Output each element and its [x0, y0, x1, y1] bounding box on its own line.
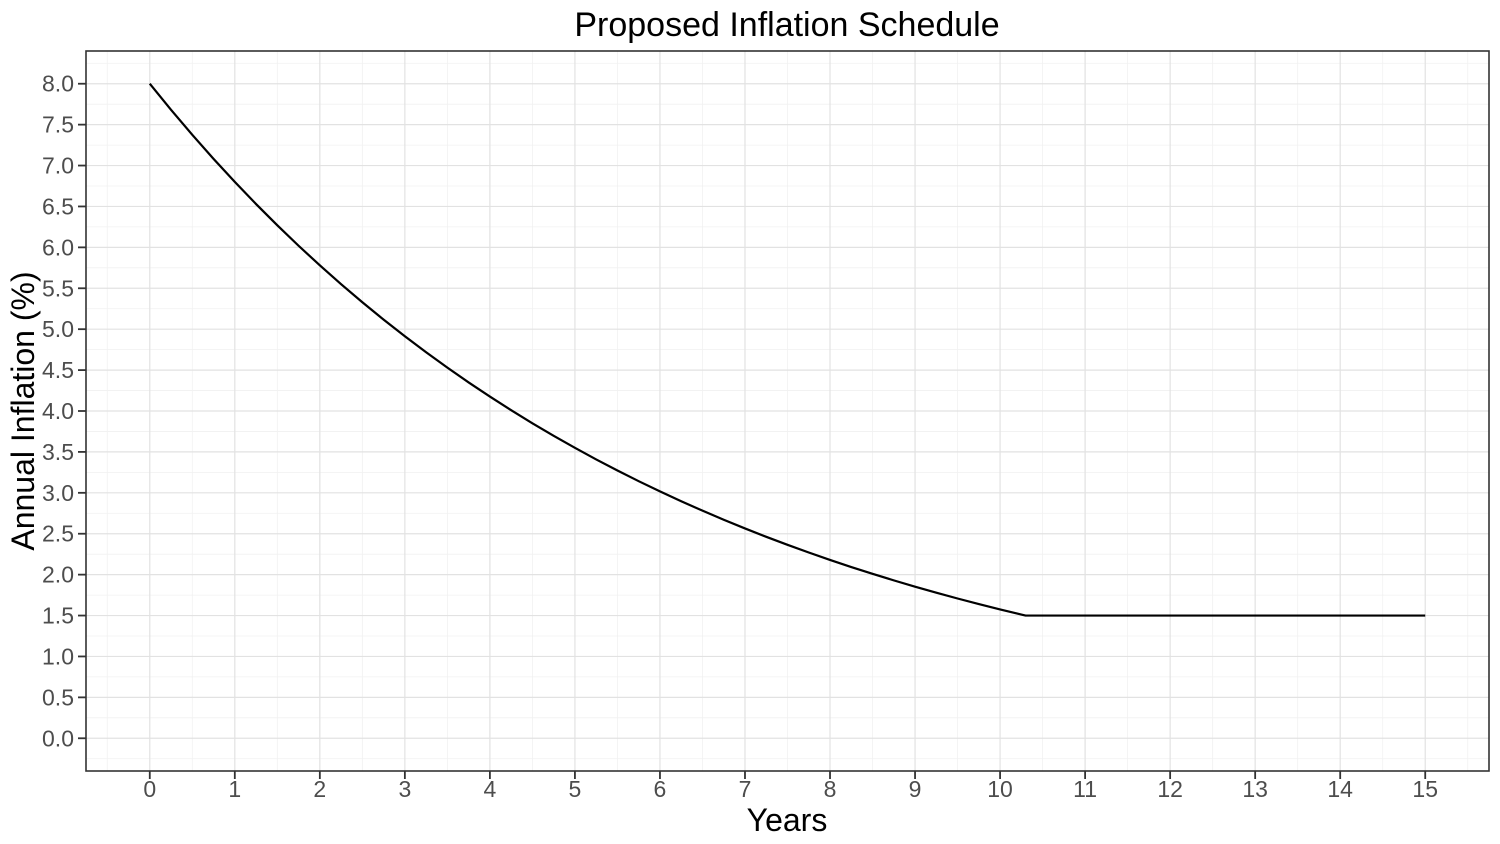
- tick-label: 0: [143, 776, 156, 802]
- tick-label: 0.5: [42, 684, 74, 710]
- tick-label: 9: [909, 776, 922, 802]
- tick-label: 1: [228, 776, 241, 802]
- tick-label: 6.5: [42, 193, 74, 219]
- x-axis-tick-labels: 0 1 2 3 4 5 6 7 8 9 10 11 12 13 14 15: [143, 776, 1438, 802]
- tick-label: 10: [987, 776, 1013, 802]
- tick-label: 15: [1412, 776, 1438, 802]
- tick-label: 7.0: [42, 153, 74, 179]
- tick-label: 0.0: [42, 725, 74, 751]
- tick-label: 14: [1327, 776, 1353, 802]
- tick-label: 3.5: [42, 439, 74, 465]
- tick-label: 4.0: [42, 398, 74, 424]
- tick-label: 5.5: [42, 275, 74, 301]
- tick-label: 3.0: [42, 480, 74, 506]
- tick-label: 13: [1242, 776, 1268, 802]
- tick-label: 2.5: [42, 521, 74, 547]
- y-axis-tick-labels: 0.0 0.5 1.0 1.5 2.0 2.5 3.0 3.5 4.0 4.5 5.0 5.5 6.0 6…: [42, 71, 74, 752]
- tick-label: 7.5: [42, 112, 74, 138]
- inflation-curve: [148, 83, 1426, 617]
- chart-title: Proposed Inflation Schedule: [574, 6, 999, 44]
- tick-label: 6: [654, 776, 667, 802]
- tick-label: 11: [1073, 776, 1097, 802]
- tick-label: 5: [569, 776, 582, 802]
- tick-label: 8.0: [42, 71, 74, 97]
- tick-label: 2.0: [42, 562, 74, 588]
- tick-label: 1.5: [42, 603, 74, 629]
- tick-label: 12: [1157, 776, 1183, 802]
- tick-label: 4: [483, 776, 496, 802]
- x-axis-label: Years: [747, 802, 828, 838]
- axis-tick-marks: [78, 82, 1427, 779]
- tick-label: 4.5: [42, 357, 74, 383]
- tick-label: 8: [824, 776, 837, 802]
- tick-label: 1.0: [42, 643, 74, 669]
- tick-label: 3: [398, 776, 411, 802]
- tick-label: 6.0: [42, 234, 74, 260]
- major-gridlines: [86, 51, 1489, 771]
- tick-label: 2: [313, 776, 326, 802]
- tick-label: 5.0: [42, 316, 74, 342]
- tick-label: 7: [739, 776, 752, 802]
- y-axis-label: Annual Inflation (%): [5, 271, 41, 550]
